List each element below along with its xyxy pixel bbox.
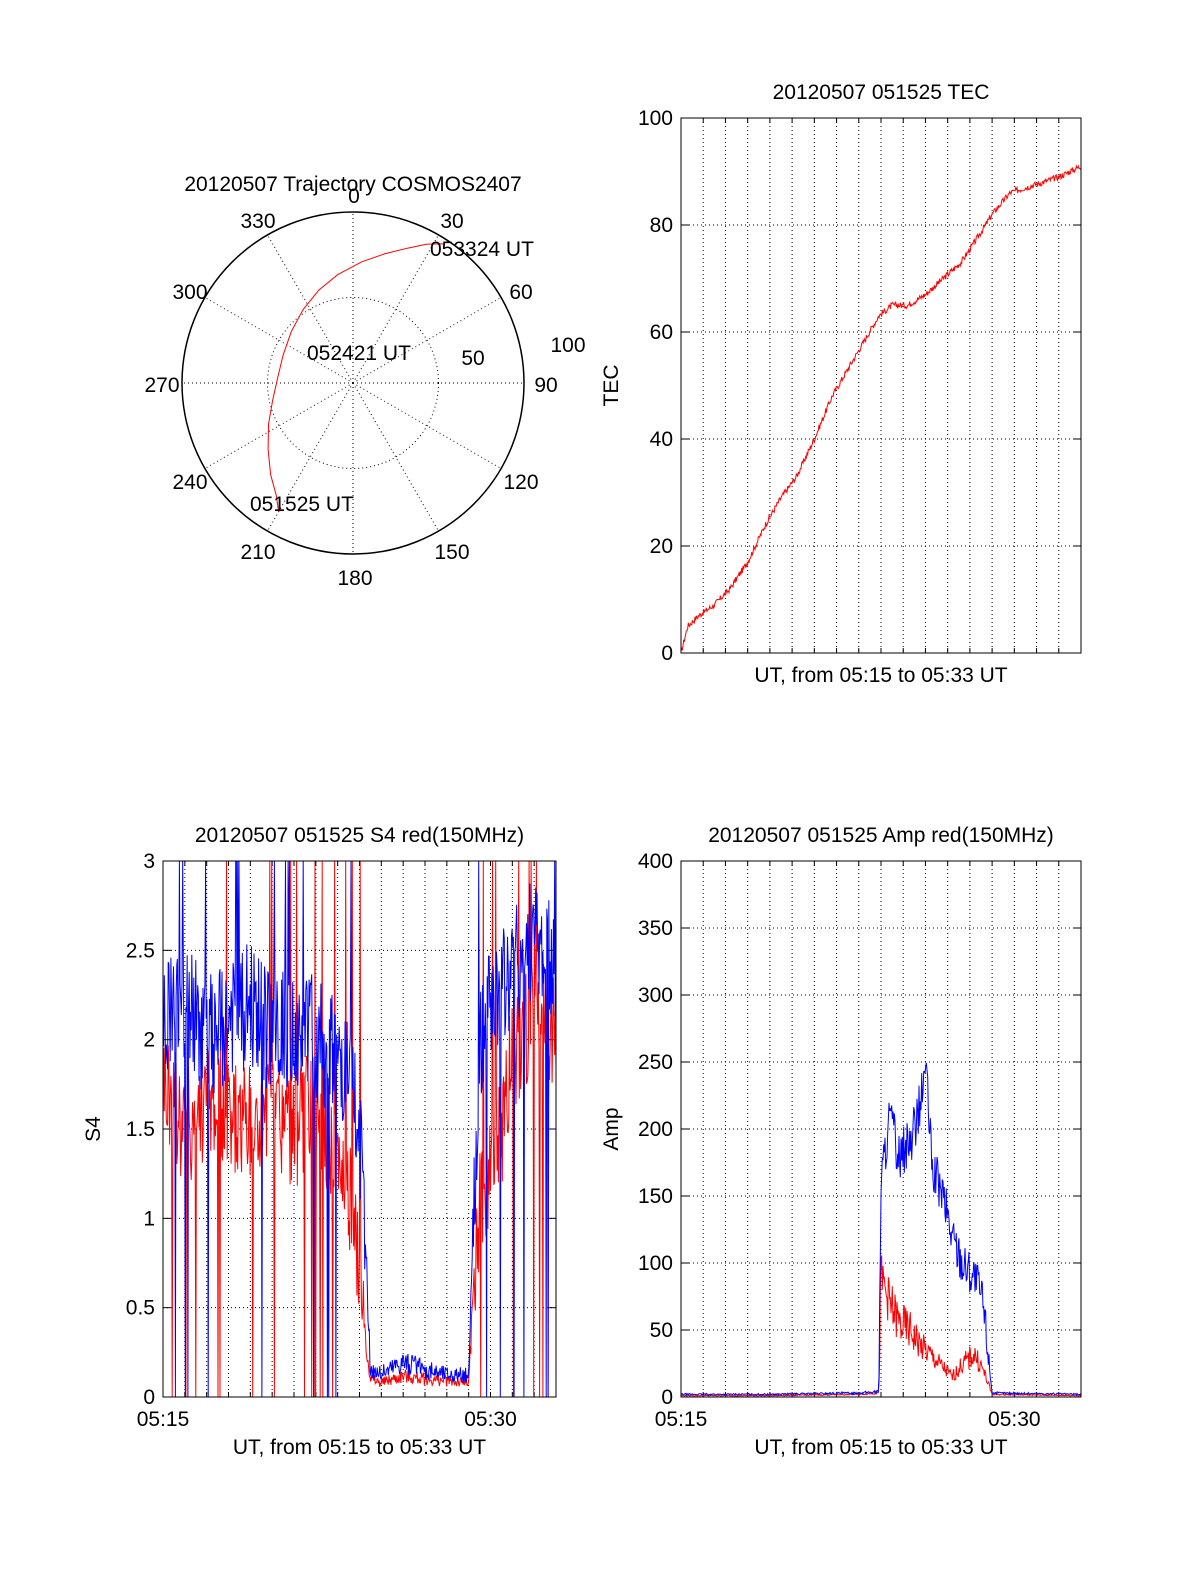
y-tick-label: 350	[638, 917, 673, 940]
polar-inner-circle	[267, 297, 439, 469]
end-time-label: 053324 UT	[430, 238, 534, 261]
plot-frame	[162, 860, 557, 1398]
y-tick-label: 0	[143, 1386, 155, 1409]
y-tick-label: 100	[638, 107, 673, 130]
polar-title: 20120507 Trajectory COSMOS2407	[184, 173, 521, 196]
polar-radial-label: 50	[461, 347, 484, 370]
polar-angle-label: 180	[337, 567, 372, 590]
mid-time-label: 052421 UT	[307, 342, 411, 365]
polar-spoke	[204, 297, 354, 384]
plot-frame	[680, 860, 1082, 1398]
y-tick-label: 400	[638, 850, 673, 873]
polar-spoke	[352, 297, 502, 384]
y-tick-label: 2.5	[126, 939, 155, 962]
chart-title: 20120507 051525 TEC	[773, 81, 990, 104]
series-line-red	[680, 164, 1082, 651]
s4-chart: 0 0.5 1 1.5 2 2.5 3 05:15 05:30 20120507 051525 S…	[82, 824, 557, 1459]
y-tick-label: 3	[143, 850, 155, 873]
y-tick-label: 50	[650, 1319, 673, 1342]
polar-outer-circle	[181, 211, 525, 555]
polar-angle-label: 90	[534, 374, 557, 397]
polar-angle-label: 120	[503, 471, 538, 494]
series-line-red	[162, 860, 557, 1398]
y-tick-label: 0	[661, 1386, 673, 1409]
x-axis-label: UT, from 05:15 to 05:33 UT	[233, 1436, 486, 1459]
polar-angle-label: 270	[144, 374, 179, 397]
series-line-blue	[162, 860, 557, 1398]
y-axis-label: S4	[82, 1116, 105, 1142]
polar-trajectory-plot: 20120507 Trajectory COSMOS2407 0 30 60 90 12…	[144, 173, 585, 590]
x-tick-label: 05:30	[464, 1408, 517, 1431]
y-tick-label: 1	[143, 1207, 155, 1230]
polar-spoke	[267, 234, 354, 384]
amp-chart: 0 50 100 150 200 250 300 350 400 05:15 05:30 201205…	[600, 824, 1082, 1459]
polar-spoke	[352, 382, 439, 532]
polar-spoke	[204, 382, 354, 469]
polar-grid	[181, 211, 525, 555]
y-tick-label: 40	[650, 428, 673, 451]
polar-angle-label: 0	[348, 185, 360, 208]
y-tick-label: 20	[650, 535, 673, 558]
y-tick-label: 80	[650, 214, 673, 237]
polar-angle-label: 30	[440, 210, 463, 233]
y-tick-label: 200	[638, 1118, 673, 1141]
polar-angle-label: 330	[240, 210, 275, 233]
polar-angle-labels: 0 30 60 90 120 150 180 210 240 270 300 330 50 100	[144, 185, 585, 590]
y-tick-label: 150	[638, 1185, 673, 1208]
y-axis-label: Amp	[600, 1107, 623, 1150]
x-axis-label: UT, from 05:15 to 05:33 UT	[754, 664, 1007, 687]
y-tick-label: 2	[143, 1029, 155, 1052]
y-tick-label: 1.5	[126, 1118, 155, 1141]
x-tick-label: 05:30	[988, 1408, 1041, 1431]
polar-angle-label: 60	[509, 281, 532, 304]
y-tick-label: 250	[638, 1051, 673, 1074]
chart-title: 20120507 051525 Amp red(150MHz)	[708, 824, 1054, 847]
polar-angle-label: 210	[240, 541, 275, 564]
polar-angle-label: 300	[172, 281, 207, 304]
chart-title: 20120507 051525 S4 red(150MHz)	[195, 824, 524, 847]
x-tick-label: 05:15	[137, 1408, 190, 1431]
y-axis-label: TEC	[600, 365, 623, 407]
polar-spoke	[352, 234, 439, 384]
start-time-label: 051525 UT	[250, 493, 354, 516]
polar-spoke	[267, 382, 354, 532]
polar-spoke	[352, 382, 502, 469]
y-tick-label: 0.5	[126, 1297, 155, 1320]
series-line-blue	[680, 1062, 1082, 1397]
y-tick-label: 100	[638, 1252, 673, 1275]
polar-angle-label: 240	[172, 471, 207, 494]
trajectory-line	[267, 243, 444, 512]
x-axis-label: UT, from 05:15 to 05:33 UT	[754, 1436, 1007, 1459]
tec-chart: 0 20 40 60 80 100 20120507 051525 TEC UT, from …	[600, 81, 1082, 687]
y-tick-label: 300	[638, 984, 673, 1007]
x-tick-label: 05:15	[655, 1408, 708, 1431]
y-tick-label: 0	[661, 642, 673, 665]
polar-angle-label: 150	[434, 541, 469, 564]
y-tick-label: 60	[650, 321, 673, 344]
plot-frame	[680, 117, 1082, 654]
polar-radial-label: 100	[550, 334, 585, 357]
